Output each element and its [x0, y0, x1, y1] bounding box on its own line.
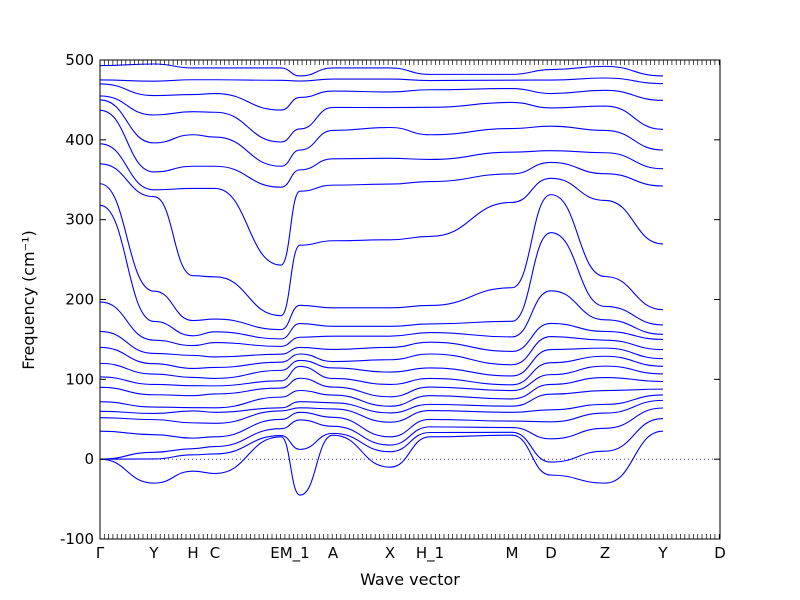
phonon-band: [99, 322, 664, 358]
y-tick-label: 500: [65, 51, 94, 69]
y-tick-label: 400: [65, 131, 94, 149]
phonon-band: [99, 183, 664, 331]
x-axis-title: Wave vector: [360, 570, 460, 589]
phonon-band: [99, 376, 664, 409]
y-tick-label: 300: [65, 211, 94, 229]
x-tick-label: Y: [657, 544, 668, 562]
x-tick-label: Z: [600, 544, 610, 562]
phonon-band: [99, 109, 664, 188]
phonon-band: [99, 365, 664, 398]
x-tick-label: D: [714, 544, 726, 562]
phonon-band: [99, 163, 664, 317]
phonon-band: [99, 77, 664, 85]
phonon-band: [99, 430, 664, 496]
phonon-band: [99, 355, 664, 387]
y-tick-label: 100: [65, 370, 94, 388]
phonon-band: [99, 63, 664, 77]
y-axis-title: Frequency (cm⁻¹): [19, 230, 38, 369]
plot-frame: [99, 59, 721, 540]
x-tick-label: EM_1: [270, 544, 309, 563]
phonon-band: [99, 290, 664, 347]
x-tick-label: D: [545, 544, 557, 562]
phonon-band: [99, 388, 664, 415]
phonon-bands: [99, 63, 664, 496]
x-tick-label: X: [385, 544, 395, 562]
x-tick-label: H: [187, 544, 198, 562]
phonon-band: [99, 417, 664, 463]
x-tick-label: M: [506, 544, 519, 562]
x-tick-label: Y: [148, 544, 159, 562]
x-tick-label: H_1: [416, 544, 444, 563]
x-tick-label: C: [210, 544, 220, 562]
y-tick-label: 200: [65, 291, 94, 309]
phonon-band: [99, 347, 664, 379]
phonon-band: [99, 394, 664, 424]
phonon-band: [99, 204, 664, 340]
x-tick-label: Γ: [96, 544, 105, 562]
phonon-band: [99, 335, 664, 369]
x-axis-ticks: Γ Y H C EM_1 A X H_1 M D Z Y D: [96, 60, 726, 563]
phonon-band: [99, 399, 664, 439]
phonon-band: [99, 143, 664, 266]
y-tick-label: 0: [84, 450, 94, 468]
y-tick-label: -100: [60, 530, 94, 548]
phonon-band: [99, 95, 664, 143]
phonon-band: [99, 83, 664, 111]
x-tick-label: A: [328, 544, 339, 562]
phonon-band: [99, 99, 664, 167]
y-axis-ticks: -100 0 100 200 300 400 500: [60, 51, 720, 548]
phonon-band: [99, 407, 664, 460]
